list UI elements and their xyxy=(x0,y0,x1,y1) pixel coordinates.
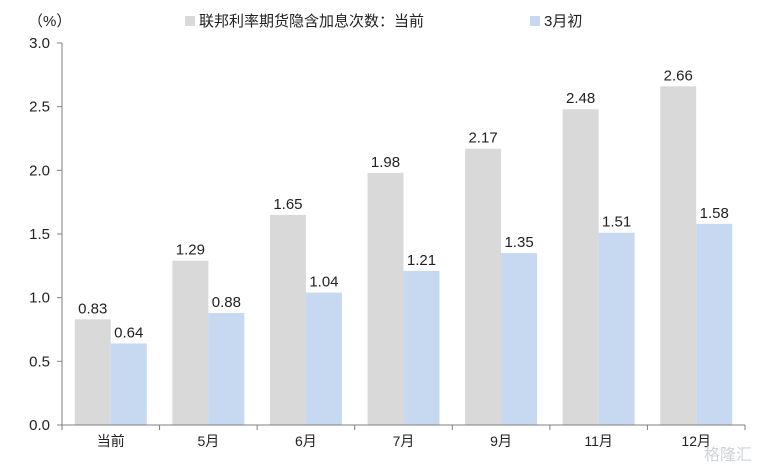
x-tick-label: 6月 xyxy=(295,433,317,449)
y-tick-label: 2.0 xyxy=(29,162,50,179)
bar-march xyxy=(208,312,245,425)
data-label: 2.48 xyxy=(566,90,595,107)
bar-march xyxy=(403,270,440,425)
legend-swatch-current xyxy=(185,16,195,26)
bar-march xyxy=(696,223,733,425)
bar-current xyxy=(562,109,599,426)
bar-current xyxy=(269,214,306,425)
x-tick-label: 12月 xyxy=(681,433,711,449)
watermark: 格隆汇 xyxy=(704,446,752,464)
data-label: 0.64 xyxy=(114,325,143,342)
bar-current xyxy=(367,172,404,425)
x-tick-label: 11月 xyxy=(584,433,613,449)
data-label: 2.66 xyxy=(664,67,693,84)
bar-current xyxy=(172,260,209,425)
y-tick-label: 1.5 xyxy=(29,226,50,243)
bar-march xyxy=(305,292,342,425)
bar-current xyxy=(74,319,111,425)
data-label: 1.21 xyxy=(407,252,436,269)
data-label: 0.88 xyxy=(212,294,241,311)
bar-current xyxy=(660,86,697,425)
y-tick-label: 2.5 xyxy=(29,99,50,116)
data-label: 1.04 xyxy=(309,274,338,291)
bars: 0.83 0.64 1.29 0.88 1.65 1.04 1.98 1.21 2.17 1.35… xyxy=(74,67,733,426)
data-label: 1.35 xyxy=(504,234,533,251)
bar-march xyxy=(110,343,147,425)
unit-label: （%） xyxy=(28,13,71,30)
legend: 联邦利率期货隐含加息次数：当前 3月初 xyxy=(185,13,582,30)
data-label: 1.29 xyxy=(176,242,205,259)
bar-march xyxy=(598,232,635,425)
legend-label-march: 3月初 xyxy=(544,13,582,30)
bar-current xyxy=(465,148,502,426)
legend-swatch-march xyxy=(530,16,540,26)
x-axis: 当前 5月 6月 7月 9月 11月 12月 xyxy=(61,424,746,449)
x-tick-label: 当前 xyxy=(97,433,125,449)
data-label: 1.65 xyxy=(273,196,302,213)
x-tick-label: 7月 xyxy=(393,433,415,449)
y-tick-label: 0.5 xyxy=(29,353,50,370)
data-label: 1.98 xyxy=(371,154,400,171)
data-label: 1.51 xyxy=(602,214,631,231)
y-tick-label: 1.0 xyxy=(29,290,50,307)
x-tick-label: 9月 xyxy=(490,433,512,449)
y-tick-label: 3.0 xyxy=(29,35,50,52)
data-label: 1.58 xyxy=(700,205,729,222)
y-tick-label: 0.0 xyxy=(29,417,50,434)
legend-label-current: 联邦利率期货隐含加息次数：当前 xyxy=(199,13,424,30)
data-label: 2.17 xyxy=(468,130,497,147)
y-axis: 0.0 0.5 1.0 1.5 2.0 2.5 3.0 xyxy=(29,35,63,434)
data-label: 0.83 xyxy=(78,300,107,317)
x-tick-label: 5月 xyxy=(197,433,219,449)
bar-march xyxy=(501,253,538,425)
